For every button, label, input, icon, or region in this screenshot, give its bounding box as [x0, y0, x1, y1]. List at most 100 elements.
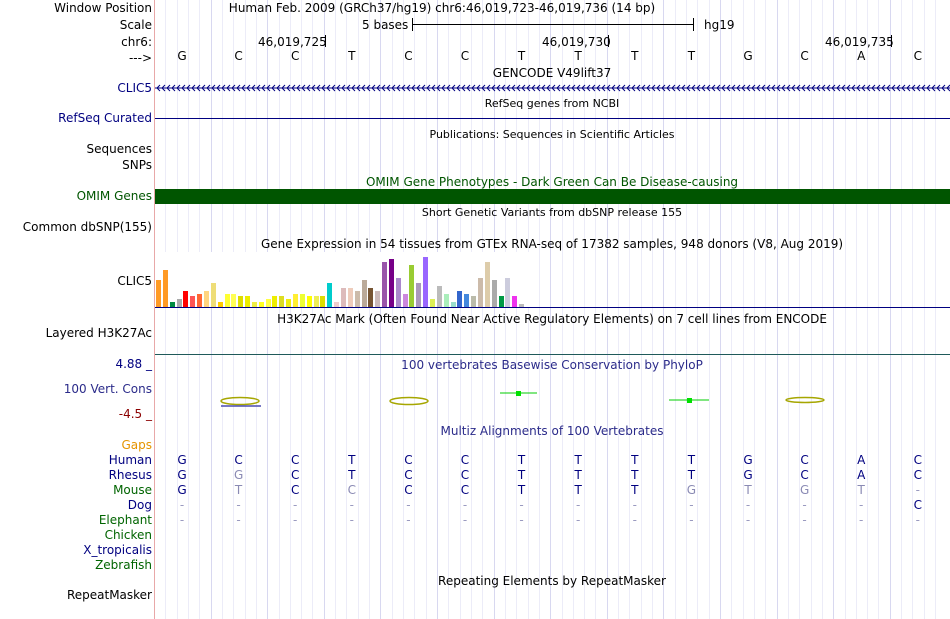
gtex-tissue-bar[interactable]	[197, 294, 203, 307]
gtex-tissue-bar[interactable]	[368, 288, 374, 307]
gtex-tissue-bar[interactable]	[245, 296, 251, 307]
gtex-tissue-bar[interactable]	[388, 259, 394, 307]
omim-track-label[interactable]: OMIM Genes	[76, 189, 152, 203]
gtex-bar-chart[interactable]	[155, 252, 535, 307]
species-label-elephant[interactable]: Elephant	[98, 513, 152, 527]
gtex-tissue-bar[interactable]	[484, 262, 490, 307]
species-label-chicken[interactable]: Chicken	[104, 528, 152, 542]
gtex-tissue-bar[interactable]	[464, 294, 470, 307]
grid-line-minor	[845, 0, 846, 619]
species-label-x_tropicalis[interactable]: X_tropicalis	[83, 543, 152, 557]
species-label-mouse[interactable]: Mouse	[113, 483, 152, 497]
grid-line-minor	[765, 0, 766, 619]
repeatmasker-track-label[interactable]: RepeatMasker	[66, 588, 152, 602]
gtex-tissue-bar[interactable]	[395, 278, 401, 307]
gtex-tissue-bar[interactable]	[327, 283, 333, 307]
gtex-tissue-bar[interactable]	[436, 286, 442, 307]
alignment-base: T	[744, 483, 752, 497]
gtex-tissue-bar[interactable]	[334, 302, 340, 307]
gtex-tissue-bar[interactable]	[512, 296, 518, 307]
gtex-tissue-bar[interactable]	[224, 294, 230, 307]
gtex-tissue-bar[interactable]	[320, 296, 326, 307]
refseq-gene-line[interactable]	[155, 118, 950, 119]
gencode-gene-line[interactable]	[155, 82, 950, 94]
reference-base: G	[743, 49, 753, 63]
refseq-track-title: RefSeq genes from NCBI	[484, 97, 620, 110]
publications-track-label[interactable]: Sequences	[86, 142, 152, 156]
grid-line-minor	[290, 0, 291, 619]
gtex-tissue-bar[interactable]	[519, 304, 525, 307]
phylop-track-label[interactable]: 100 Vert. Cons	[63, 382, 152, 396]
gtex-tissue-bar[interactable]	[443, 294, 449, 307]
publications-track-title: Publications: Sequences in Scientific Ar…	[429, 128, 675, 141]
alignment-base: -	[915, 483, 920, 497]
grid-line-minor	[335, 0, 336, 619]
grid-line-minor	[414, 0, 415, 619]
track-data-area[interactable]: Human Feb. 2009 (GRCh37/hg19) chr6:46,01…	[155, 0, 950, 619]
species-label-rhesus[interactable]: Rhesus	[108, 468, 152, 482]
gtex-tissue-bar[interactable]	[450, 302, 456, 307]
alignment-base: A	[857, 453, 866, 467]
refseq-track-label[interactable]: RefSeq Curated	[58, 111, 152, 125]
omim-feature-bar[interactable]	[155, 189, 950, 204]
species-label-human[interactable]: Human	[108, 453, 152, 467]
gtex-tissue-bar[interactable]	[258, 302, 264, 307]
gtex-tissue-bar[interactable]	[471, 296, 477, 307]
phylop-plot[interactable]	[155, 375, 950, 420]
reference-base: C	[913, 49, 922, 63]
gtex-tissue-bar[interactable]	[279, 296, 285, 307]
alignment-base: T	[687, 453, 696, 467]
gtex-tissue-bar[interactable]	[382, 262, 388, 307]
gtex-tissue-bar[interactable]	[375, 291, 381, 307]
alignment-base: C	[290, 483, 300, 497]
gtex-tissue-bar[interactable]	[265, 299, 271, 307]
gtex-tissue-bar[interactable]	[183, 291, 189, 307]
gtex-track-label[interactable]: CLIC5	[117, 274, 152, 288]
gtex-tissue-bar[interactable]	[491, 280, 497, 307]
gencode-gene-label[interactable]: CLIC5	[117, 81, 152, 95]
gtex-tissue-bar[interactable]	[340, 288, 346, 307]
gtex-tissue-bar[interactable]	[251, 302, 257, 307]
alignment-base: T	[234, 483, 243, 497]
gtex-tissue-bar[interactable]	[409, 265, 415, 307]
alignment-base: T	[687, 468, 696, 482]
gtex-tissue-bar[interactable]	[306, 296, 312, 307]
gtex-tissue-bar[interactable]	[299, 294, 305, 307]
species-label-dog[interactable]: Dog	[127, 498, 152, 512]
gtex-tissue-bar[interactable]	[231, 294, 237, 307]
alignment-base: G	[177, 453, 187, 467]
grid-line-minor	[516, 0, 517, 619]
gtex-tissue-bar[interactable]	[430, 299, 435, 307]
gtex-tissue-bar[interactable]	[498, 296, 504, 307]
gtex-tissue-bar[interactable]	[313, 296, 319, 307]
gtex-tissue-bar[interactable]	[416, 283, 422, 307]
gtex-tissue-bar[interactable]	[217, 302, 223, 307]
gtex-tissue-bar[interactable]	[505, 278, 511, 307]
alignment-base: T	[857, 483, 865, 497]
gtex-tissue-bar[interactable]	[477, 278, 483, 307]
gtex-tissue-bar[interactable]	[210, 283, 216, 307]
gtex-tissue-bar[interactable]	[347, 288, 353, 307]
gtex-tissue-bar[interactable]	[176, 299, 182, 307]
gtex-tissue-bar[interactable]	[203, 291, 209, 307]
gtex-tissue-bar[interactable]	[286, 299, 292, 307]
gtex-tissue-bar[interactable]	[402, 294, 408, 307]
h3k27ac-track-label[interactable]: Layered H3K27Ac	[45, 326, 152, 340]
dbsnp-track-label[interactable]: Common dbSNP(155)	[22, 220, 152, 234]
position-tick-2	[608, 35, 609, 47]
gtex-tissue-bar[interactable]	[162, 270, 168, 307]
gtex-tissue-bar[interactable]	[156, 280, 161, 307]
gtex-tissue-bar[interactable]	[423, 257, 429, 307]
species-label-zebrafish[interactable]: Zebrafish	[95, 558, 152, 572]
gtex-tissue-bar[interactable]	[272, 296, 278, 307]
gtex-tissue-bar[interactable]	[361, 280, 367, 307]
snps-track-label[interactable]: SNPs	[122, 158, 152, 172]
gtex-tissue-bar[interactable]	[457, 291, 463, 307]
alignment-base: -	[349, 513, 354, 527]
gtex-tissue-bar[interactable]	[169, 302, 175, 307]
gtex-tissue-bar[interactable]	[354, 291, 360, 307]
gtex-tissue-bar[interactable]	[293, 294, 298, 307]
gtex-tissue-bar[interactable]	[238, 296, 244, 307]
gtex-tissue-bar[interactable]	[190, 296, 196, 307]
